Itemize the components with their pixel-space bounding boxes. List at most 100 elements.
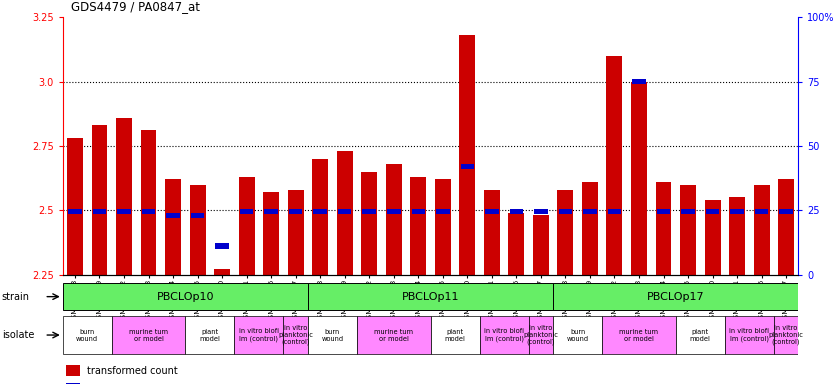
Bar: [91, 125, 108, 275]
Bar: [553, 316, 602, 354]
Bar: [608, 209, 621, 214]
Bar: [778, 179, 794, 275]
Bar: [289, 209, 303, 214]
Bar: [553, 283, 798, 310]
Text: PBCLOp17: PBCLOp17: [647, 291, 705, 302]
Bar: [238, 177, 255, 275]
Bar: [337, 151, 353, 275]
Bar: [66, 365, 79, 376]
Text: burn
wound: burn wound: [567, 329, 589, 341]
Bar: [338, 209, 351, 214]
Bar: [308, 283, 553, 310]
Bar: [112, 316, 186, 354]
Bar: [264, 209, 278, 214]
Text: murine tum
or model: murine tum or model: [129, 329, 168, 341]
Bar: [779, 209, 793, 214]
Bar: [655, 182, 671, 275]
Bar: [461, 164, 474, 169]
Bar: [411, 209, 425, 214]
Text: in vitro biofi
lm (control): in vitro biofi lm (control): [729, 328, 769, 342]
Bar: [459, 35, 476, 275]
Text: plant
model: plant model: [690, 329, 711, 341]
Bar: [385, 164, 402, 275]
Bar: [533, 215, 549, 275]
Text: in vitro biofi
lm (control): in vitro biofi lm (control): [484, 328, 524, 342]
Text: plant
model: plant model: [200, 329, 220, 341]
Bar: [166, 213, 180, 218]
Bar: [214, 270, 230, 275]
Text: in vitro
planktonic
(control): in vitro planktonic (control): [523, 325, 558, 345]
Bar: [753, 185, 770, 275]
Bar: [731, 209, 744, 214]
Bar: [436, 209, 450, 214]
Bar: [283, 316, 308, 354]
Bar: [484, 190, 500, 275]
Bar: [116, 118, 132, 275]
Bar: [66, 383, 79, 384]
Bar: [190, 185, 206, 275]
Bar: [165, 179, 181, 275]
Bar: [508, 213, 524, 275]
Text: murine tum
or model: murine tum or model: [619, 329, 659, 341]
Bar: [117, 209, 130, 214]
Bar: [755, 209, 768, 214]
Text: murine tum
or model: murine tum or model: [375, 329, 413, 341]
Bar: [510, 209, 523, 214]
Bar: [675, 316, 725, 354]
Bar: [582, 182, 598, 275]
Bar: [705, 200, 721, 275]
Bar: [657, 209, 670, 214]
Bar: [357, 316, 431, 354]
Text: transformed count: transformed count: [87, 366, 178, 376]
Bar: [528, 316, 553, 354]
Text: strain: strain: [2, 291, 29, 302]
Bar: [602, 316, 675, 354]
Bar: [632, 79, 645, 84]
Bar: [67, 138, 83, 275]
Bar: [361, 172, 377, 275]
Bar: [308, 316, 357, 354]
Bar: [680, 185, 696, 275]
Bar: [584, 209, 597, 214]
Text: PBCLOp11: PBCLOp11: [402, 291, 459, 302]
Bar: [729, 197, 745, 275]
Bar: [93, 209, 106, 214]
Text: in vitro biofi
lm (control): in vitro biofi lm (control): [239, 328, 279, 342]
Bar: [63, 283, 308, 310]
Text: isolate: isolate: [2, 330, 34, 340]
Bar: [240, 209, 253, 214]
Bar: [312, 159, 329, 275]
Bar: [69, 209, 82, 214]
Bar: [234, 316, 283, 354]
Bar: [142, 209, 155, 214]
Bar: [681, 209, 695, 214]
Text: in vitro
planktonic
(control): in vitro planktonic (control): [768, 325, 803, 345]
Bar: [558, 190, 573, 275]
Bar: [216, 243, 229, 249]
Bar: [631, 82, 647, 275]
Bar: [706, 209, 719, 214]
Text: burn
wound: burn wound: [321, 329, 344, 341]
Bar: [435, 179, 451, 275]
Text: plant
model: plant model: [445, 329, 466, 341]
Bar: [288, 190, 303, 275]
Bar: [387, 209, 400, 214]
Bar: [431, 316, 480, 354]
Bar: [485, 209, 498, 214]
Bar: [186, 316, 234, 354]
Text: in vitro
planktonic
(control): in vitro planktonic (control): [278, 325, 314, 345]
Bar: [363, 209, 376, 214]
Bar: [314, 209, 327, 214]
Bar: [725, 316, 774, 354]
Bar: [63, 316, 112, 354]
Bar: [191, 213, 204, 218]
Bar: [263, 192, 279, 275]
Bar: [410, 177, 426, 275]
Bar: [534, 209, 548, 214]
Bar: [480, 316, 528, 354]
Text: burn
wound: burn wound: [76, 329, 99, 341]
Bar: [606, 56, 623, 275]
Bar: [774, 316, 798, 354]
Text: GDS4479 / PA0847_at: GDS4479 / PA0847_at: [71, 0, 200, 13]
Bar: [558, 209, 572, 214]
